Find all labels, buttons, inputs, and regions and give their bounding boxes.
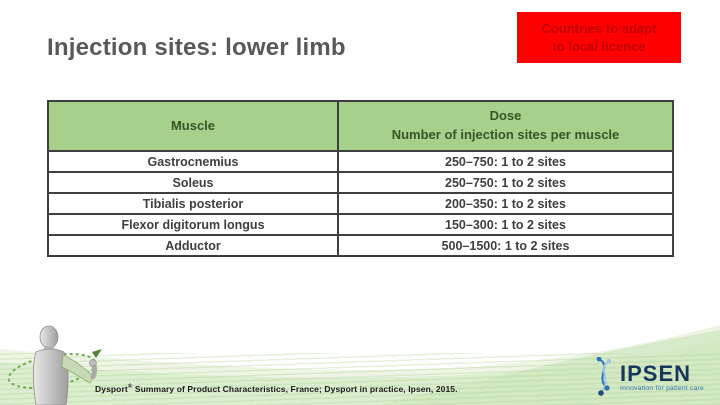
dose-cell: 150–300: 1 to 2 sites: [337, 213, 674, 236]
green-wave-graphic: [0, 323, 720, 405]
dose-cell: 200–350: 1 to 2 sites: [337, 192, 674, 215]
muscle-cell: Adductor: [47, 234, 339, 257]
ipsen-logo-tagline: Innovation for patient care: [620, 385, 704, 393]
table-row: Adductor 500–1500: 1 to 2 sites: [47, 234, 674, 257]
citation-product: Dysport: [95, 384, 128, 394]
citation-rest: Summary of Product Characteristics, Fran…: [132, 384, 458, 394]
dose-cell: 500–1500: 1 to 2 sites: [337, 234, 674, 257]
table-row: Tibialis posterior 200–350: 1 to 2 sites: [47, 192, 674, 215]
header-muscle: Muscle: [47, 100, 339, 152]
muscle-cell: Flexor digitorum longus: [47, 213, 339, 236]
table-row: Flexor digitorum longus 150–300: 1 to 2 …: [47, 213, 674, 236]
muscle-cell: Gastrocnemius: [47, 150, 339, 173]
licence-notice-line1: Countries to adapt: [541, 20, 657, 36]
licence-notice-box: Countries to adapt to local licence: [517, 12, 681, 63]
muscle-cell: Tibialis posterior: [47, 192, 339, 215]
header-dose-line2: Number of injection sites per muscle: [391, 127, 620, 142]
citation-text: Dysport® Summary of Product Characterist…: [95, 384, 458, 394]
table-header-row: Muscle Dose Number of injection sites pe…: [47, 100, 674, 152]
mannequin-rotation-figure-icon: [7, 325, 102, 405]
table-row: Soleus 250–750: 1 to 2 sites: [47, 171, 674, 194]
dose-table: Muscle Dose Number of injection sites pe…: [47, 100, 674, 257]
ipsen-logo-name: IPSEN: [620, 361, 692, 387]
registered-mark: ®: [127, 384, 133, 391]
ipsen-logo: IPSEN Innovation for patient care: [592, 357, 704, 399]
header-dose-line1: Dose: [489, 108, 522, 124]
licence-notice-line2: to local licence: [552, 38, 646, 54]
dose-cell: 250–750: 1 to 2 sites: [337, 171, 674, 194]
table-row: Gastrocnemius 250–750: 1 to 2 sites: [47, 150, 674, 173]
ipsen-helix-icon: [596, 357, 612, 396]
stripe-pattern: [0, 353, 720, 405]
bottom-decorative-band: [0, 310, 720, 405]
header-dose: Dose Number of injection sites per muscl…: [337, 100, 674, 152]
muscle-cell: Soleus: [47, 171, 339, 194]
dose-cell: 250–750: 1 to 2 sites: [337, 150, 674, 173]
page-title: Injection sites: lower limb: [47, 34, 346, 61]
